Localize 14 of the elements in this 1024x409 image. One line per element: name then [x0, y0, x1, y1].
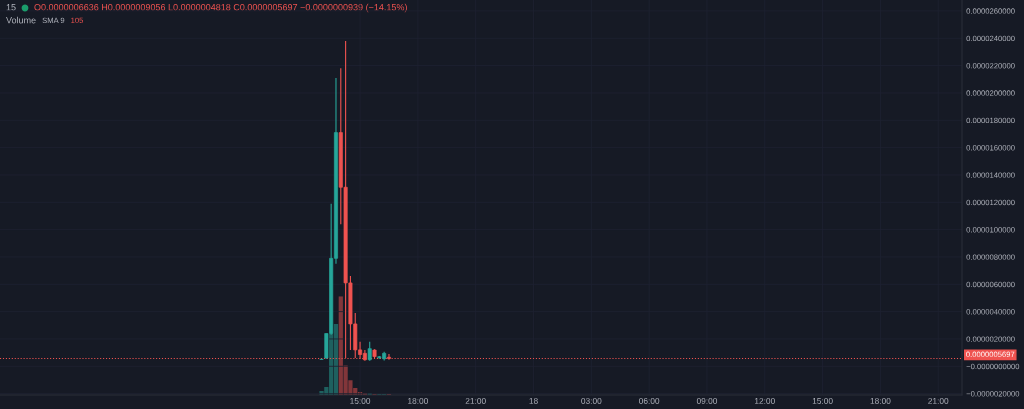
- chart-title: Volume: [6, 16, 36, 24]
- x-tick-label: 21:00: [465, 398, 486, 404]
- x-tick-label: 15:00: [812, 398, 833, 404]
- x-tick-label: 18:00: [870, 398, 891, 404]
- x-tick-label: 18:00: [408, 398, 428, 404]
- x-tick-label: 12:00: [754, 398, 775, 404]
- x-tick-label: 21:00: [928, 398, 949, 404]
- x-tick-label: 15:00: [350, 398, 371, 404]
- annotation: O0.0000006636 H0.0000009056 L0.0000004818 C0.0000005697 −0.0000000939 (−14.15%): [34, 3, 407, 13]
- x-tick-label: 09:00: [696, 398, 718, 404]
- x-tick-label: 06:00: [639, 398, 660, 404]
- x-tick-label: 03:00: [581, 398, 602, 404]
- annotation: 15: [6, 4, 16, 11]
- x-tick-label: 18: [529, 398, 538, 404]
